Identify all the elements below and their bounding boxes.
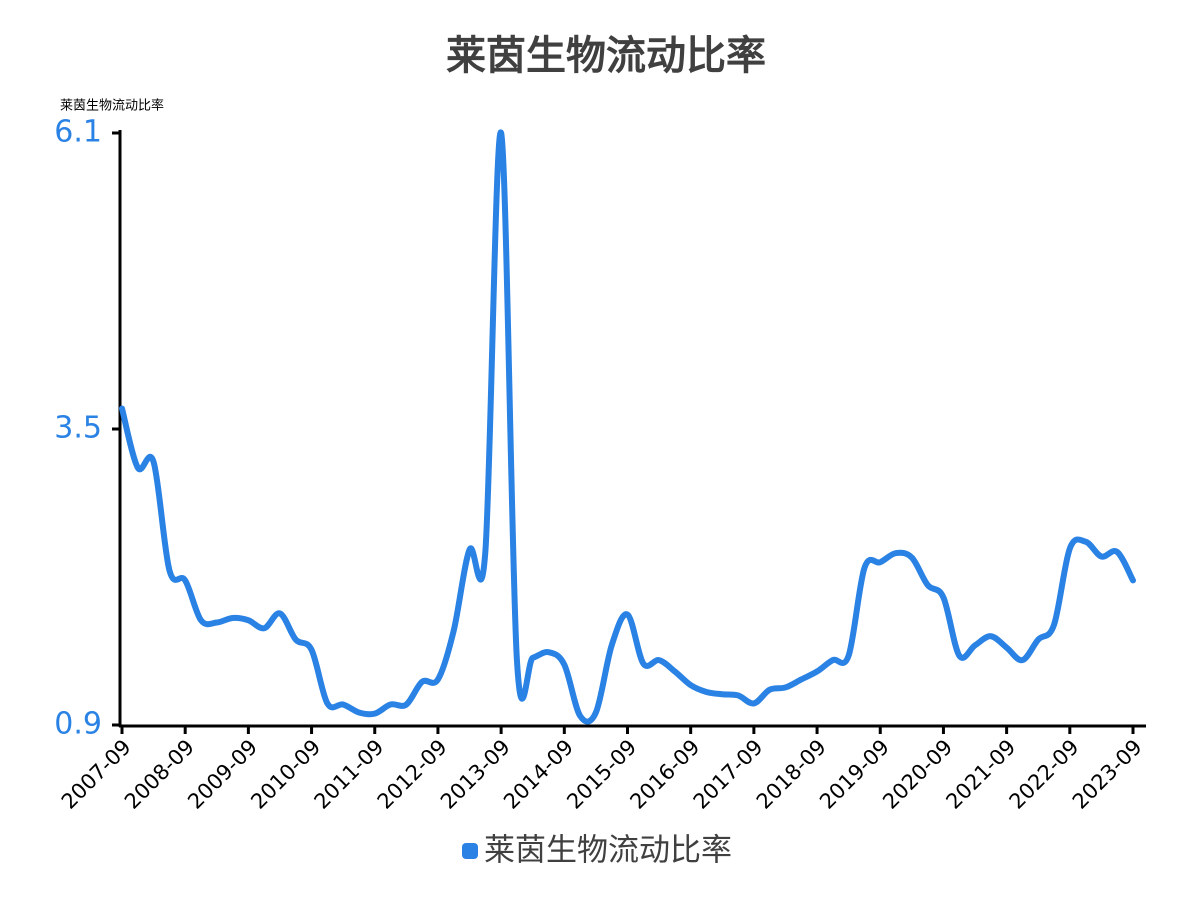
- legend-label: 莱茵生物流动比率: [484, 833, 732, 869]
- y-tick-label: 6.1: [54, 115, 102, 150]
- y-tick-label: 0.9: [54, 707, 102, 742]
- line: [119, 129, 1136, 725]
- legend-swatch: [462, 843, 478, 859]
- chart-title: 莱茵生物流动比率: [446, 33, 766, 79]
- y-axis-label: 莱茵生物流动比率: [60, 98, 164, 114]
- x-tick-label: 2023-09: [1068, 735, 1147, 814]
- y-tick-label: 3.5: [54, 411, 102, 446]
